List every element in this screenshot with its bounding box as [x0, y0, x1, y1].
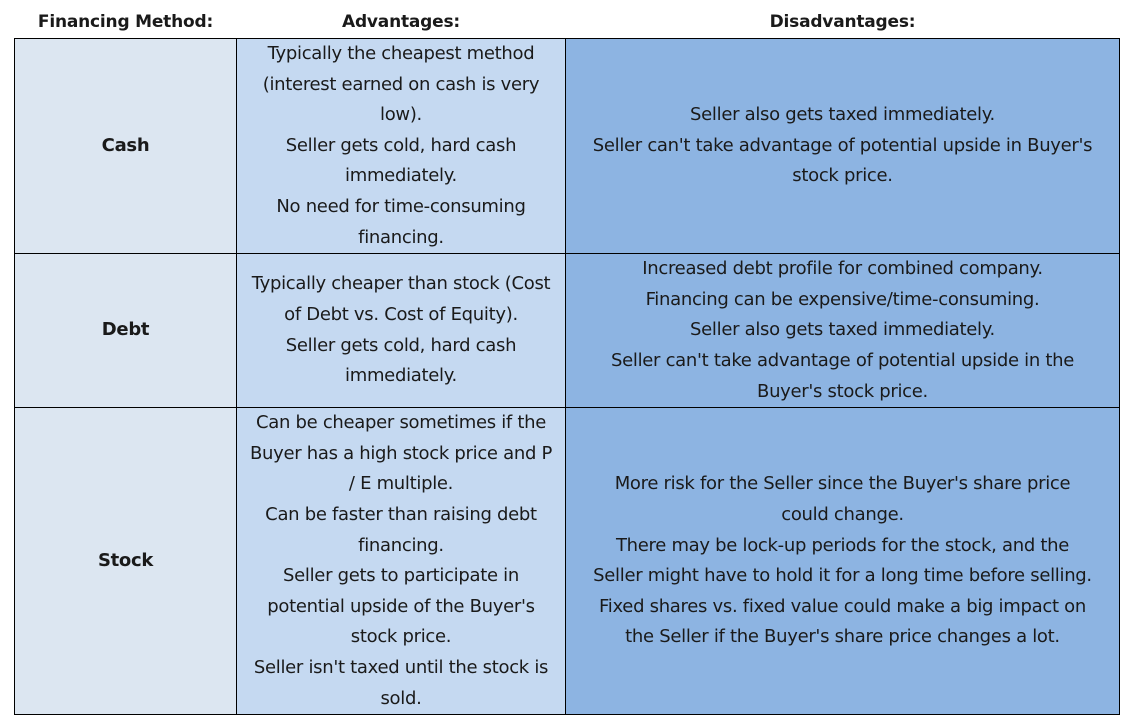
disadvantage-line: There may be lock-up periods for the sto… [615, 534, 1070, 556]
disadvantage-line: Financing can be expensive/time-consumin… [645, 288, 1040, 310]
advantage-line: financing. [358, 226, 444, 248]
advantages-cell: Typically the cheapest method (interest … [236, 37, 566, 255]
disadvantage-line: More risk for the Seller since the Buyer… [614, 473, 1071, 495]
disadvantage-line: stock price. [792, 165, 893, 187]
method-cell: Cash [14, 37, 237, 255]
disadvantages-cell: Increased debt profile for combined comp… [565, 253, 1120, 409]
advantage-line: / E multiple. [348, 473, 454, 495]
advantage-line: Can be cheaper sometimes if the [255, 412, 547, 434]
disadvantage-line: Fixed shares vs. fixed value could make … [599, 595, 1086, 617]
advantage-line: low). [380, 104, 422, 126]
header-disadvantages: Disadvantages: [565, 8, 1120, 39]
advantages-cell: Can be cheaper sometimes if the Buyer ha… [236, 407, 566, 716]
disadvantages-cell: Seller also gets taxed immediately. Sell… [565, 37, 1120, 255]
advantage-line: Can be faster than raising debt [265, 503, 537, 525]
advantage-line: immediately. [345, 165, 457, 187]
advantage-line: of Debt vs. Cost of Equity). [284, 304, 518, 326]
advantage-line: (interest earned on cash is very [262, 73, 540, 95]
advantage-line: Seller isn't taxed until the stock is [253, 656, 549, 678]
method-cell: Debt [14, 253, 237, 409]
disadvantages-cell: More risk for the Seller since the Buyer… [565, 407, 1120, 716]
advantage-line: Seller gets cold, hard cash [285, 334, 517, 356]
disadvantage-line: Seller might have to hold it for a long … [593, 565, 1092, 587]
financing-methods-table: Financing Method: Advantages: Disadvanta… [14, 8, 1120, 716]
advantage-line: Seller gets to participate in [283, 565, 519, 587]
disadvantage-line: Seller also gets taxed immediately. [690, 104, 995, 126]
advantage-line: Typically cheaper than stock (Cost [251, 273, 551, 295]
header-advantages: Advantages: [236, 8, 566, 39]
disadvantage-line: Seller can't take advantage of potential… [592, 134, 1093, 156]
header-financing-method: Financing Method: [14, 8, 237, 39]
disadvantage-line: could change. [781, 503, 904, 525]
advantage-line: stock price. [350, 626, 452, 648]
disadvantage-line: Seller also gets taxed immediately. [690, 319, 995, 341]
advantage-line: potential upside of the Buyer's [267, 595, 535, 617]
disadvantage-line: the Seller if the Buyer's share price ch… [625, 626, 1060, 648]
disadvantage-line: Buyer's stock price. [757, 380, 928, 402]
table-row-debt: Debt Typically cheaper than stock (Cost … [14, 253, 1120, 409]
advantage-line: sold. [380, 687, 422, 709]
table-row-stock: Stock Can be cheaper sometimes if the Bu… [14, 407, 1120, 716]
header-row: Financing Method: Advantages: Disadvanta… [14, 8, 1120, 39]
advantage-line: Typically the cheapest method [267, 43, 535, 64]
table-row-cash: Cash Typically the cheapest method (inte… [14, 37, 1120, 255]
advantage-line: immediately. [345, 365, 457, 387]
advantage-line: Seller gets cold, hard cash [285, 134, 517, 156]
advantage-line: Buyer has a high stock price and P [249, 442, 553, 464]
disadvantage-line: Seller can't take advantage of potential… [610, 349, 1075, 371]
disadvantage-line: Increased debt profile for combined comp… [642, 258, 1043, 280]
advantage-line: financing. [358, 534, 444, 556]
method-cell: Stock [14, 407, 237, 716]
advantages-cell: Typically cheaper than stock (Cost of De… [236, 253, 566, 409]
advantage-line: No need for time-consuming [276, 195, 526, 217]
